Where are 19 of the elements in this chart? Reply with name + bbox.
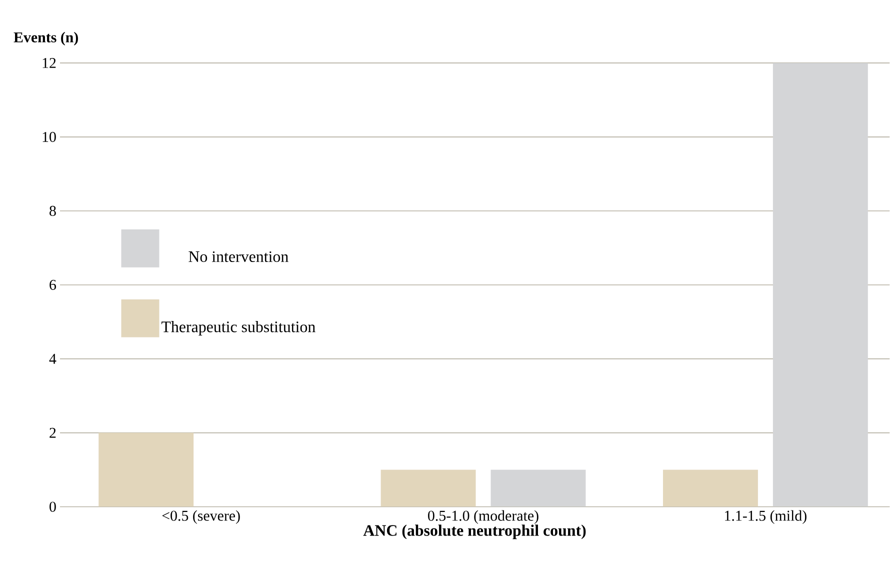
y-tick-label: 10 <box>42 132 56 142</box>
y-tick-label: 12 <box>42 58 56 68</box>
y-tick-label: 4 <box>49 354 56 364</box>
bar <box>772 63 868 507</box>
y-tick-label: 2 <box>50 428 56 438</box>
bar <box>662 470 758 507</box>
x-axis-title: ANC (absolute neutrophil count) <box>363 524 586 540</box>
bar <box>490 470 586 507</box>
bar <box>98 432 194 507</box>
x-tick-label: 1.1-1.5 (mild) <box>725 510 806 524</box>
legend-label: No intervention <box>188 251 288 262</box>
legend-label: Therapeutic substitution <box>161 321 316 336</box>
y-axis-title: Events (n) <box>14 32 78 46</box>
x-tick-label: <0.5 (severe) <box>162 510 240 524</box>
bar <box>380 470 476 507</box>
y-tick-label: 8 <box>50 206 56 216</box>
x-tick-label: 0.5-1.0 (moderate) <box>428 510 538 524</box>
y-tick-label: 6 <box>50 280 56 290</box>
y-tick-label: 0 <box>50 502 56 512</box>
